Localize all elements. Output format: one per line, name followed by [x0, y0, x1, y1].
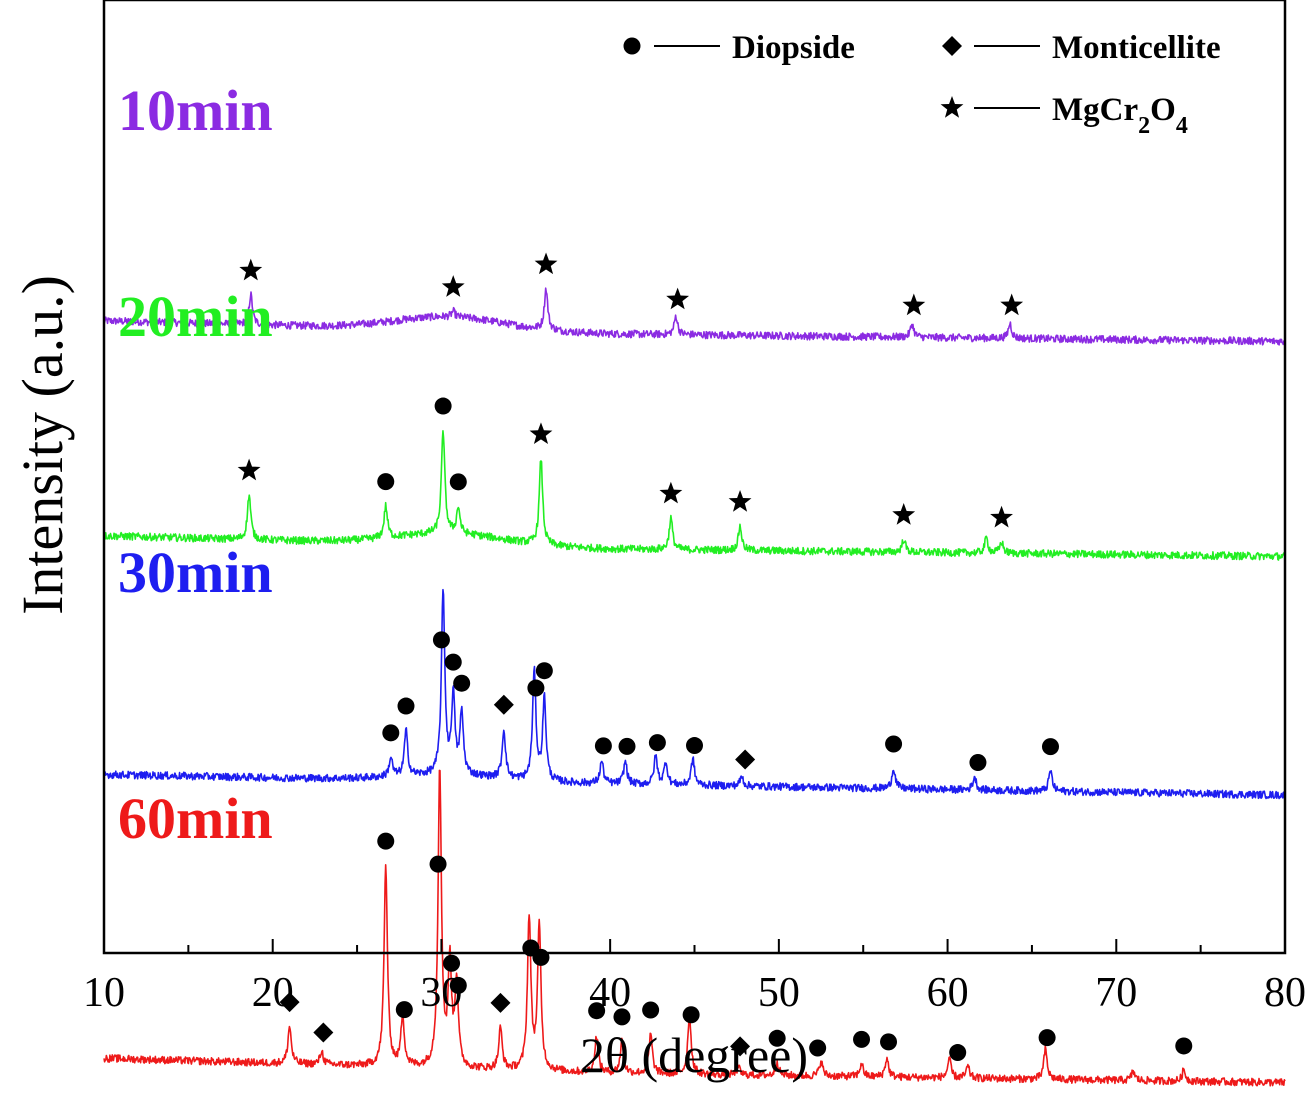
marker-star	[728, 489, 752, 512]
marker-star	[892, 503, 916, 525]
marker-circle	[853, 1030, 871, 1048]
legend-marker-star	[940, 96, 964, 118]
x-axis-title: 2θ (degree)	[580, 1027, 808, 1083]
x-tick-label: 80	[1264, 970, 1306, 1016]
x-tick-label: 40	[589, 970, 631, 1016]
series-label-20min: 20min	[118, 284, 273, 349]
marker-circle	[1175, 1037, 1193, 1055]
marker-circle	[382, 724, 400, 742]
legend-marker-circle	[623, 37, 641, 55]
marker-circle	[429, 855, 447, 873]
marker-circle	[588, 1002, 606, 1020]
marker-circle	[594, 737, 612, 755]
legend: Diopside Monticellite MgCr2O4	[623, 30, 1221, 139]
marker-circle	[449, 473, 467, 491]
marker-circle	[686, 737, 703, 755]
x-tick-label: 50	[758, 970, 800, 1016]
marker-circle	[444, 653, 462, 671]
marker-star	[902, 293, 926, 316]
legend-marker-diamond	[942, 36, 962, 56]
marker-diamond	[493, 694, 514, 715]
legend-label: Diopside	[732, 30, 855, 66]
legend-label: MgCr2O4	[1052, 92, 1188, 139]
series-label-60min: 60min	[118, 786, 273, 851]
marker-circle	[768, 1029, 786, 1047]
marker-circle	[377, 473, 395, 491]
series-line-60min	[103, 769, 1286, 1087]
marker-circle	[535, 662, 553, 680]
marker-circle	[969, 754, 987, 772]
marker-diamond	[735, 749, 756, 770]
marker-star	[237, 458, 261, 481]
marker-circle	[453, 674, 471, 692]
x-axis-ticks: 10 20 30 40 50 60 70 80	[83, 939, 1306, 1016]
series-labels: 10min 20min 30min 60min	[118, 78, 273, 851]
series-line-20min	[103, 429, 1286, 561]
legend-label: Monticellite	[1052, 30, 1221, 66]
marker-star	[666, 287, 690, 310]
marker-circle	[880, 1033, 898, 1051]
x-tick-label: 30	[420, 970, 462, 1016]
marker-circle	[397, 697, 415, 715]
marker-circle	[434, 397, 452, 415]
marker-circle	[613, 1008, 631, 1026]
marker-star	[659, 481, 683, 504]
marker-circle	[377, 832, 395, 850]
marker-circle	[809, 1039, 827, 1057]
y-axis-title: Intensity (a.u.)	[10, 275, 75, 615]
marker-circle	[395, 1001, 413, 1019]
marker-star	[441, 275, 465, 297]
series-label-10min: 10min	[118, 78, 273, 143]
legend-entry: Diopside	[623, 30, 855, 66]
marker-diamond	[490, 992, 511, 1013]
phase-markers	[237, 252, 1193, 1062]
plot-frame	[102, 0, 1287, 955]
marker-star	[1000, 293, 1024, 316]
marker-star	[529, 422, 553, 445]
x-tick-label: 70	[1095, 970, 1137, 1016]
marker-diamond	[730, 1036, 751, 1057]
marker-star	[239, 258, 263, 281]
marker-circle	[885, 735, 903, 753]
legend-entry: MgCr2O4	[940, 92, 1188, 139]
marker-circle	[648, 734, 666, 752]
marker-circle	[682, 1006, 700, 1024]
diffraction-curves	[103, 287, 1286, 1087]
series-label-30min: 30min	[118, 540, 273, 605]
marker-circle	[949, 1044, 967, 1062]
marker-circle	[1038, 1029, 1056, 1047]
marker-circle	[532, 948, 550, 966]
marker-circle	[527, 679, 545, 697]
marker-circle	[449, 976, 467, 994]
marker-diamond	[313, 1022, 334, 1043]
marker-star	[534, 252, 558, 275]
marker-circle	[1041, 738, 1059, 756]
x-tick-label: 10	[83, 970, 125, 1016]
legend-entry: Monticellite	[942, 30, 1221, 66]
x-tick-label: 20	[252, 970, 294, 1016]
marker-star	[990, 505, 1013, 528]
marker-circle	[618, 737, 636, 755]
marker-circle	[432, 631, 450, 649]
series-line-30min	[103, 588, 1286, 800]
series-line-10min	[103, 287, 1286, 346]
marker-circle	[642, 1001, 660, 1019]
marker-diamond	[279, 992, 300, 1013]
marker-circle	[443, 954, 461, 972]
x-tick-label: 60	[927, 970, 969, 1016]
